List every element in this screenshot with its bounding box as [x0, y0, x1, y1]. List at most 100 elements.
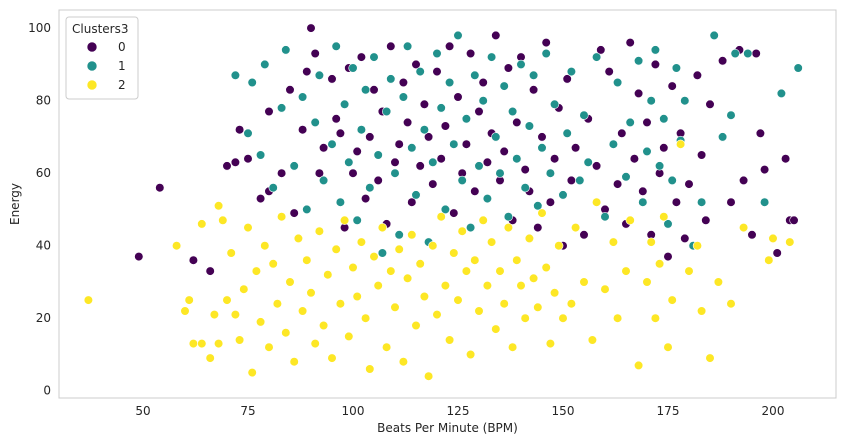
- data-point-cluster-2: [230, 310, 240, 320]
- data-point-cluster-1: [646, 96, 656, 106]
- data-point-cluster-2: [612, 313, 623, 323]
- data-point-cluster-2: [654, 259, 665, 269]
- data-point-cluster-0: [432, 66, 442, 77]
- data-point-cluster-2: [419, 291, 430, 302]
- data-point-cluster-1: [625, 117, 635, 127]
- data-point-cluster-0: [759, 165, 770, 175]
- data-point-cluster-0: [348, 168, 358, 178]
- data-point-cluster-1: [608, 139, 619, 149]
- data-point-cluster-2: [524, 233, 535, 243]
- data-point-cluster-0: [659, 143, 669, 153]
- data-point-cluster-2: [390, 302, 400, 312]
- data-point-cluster-0: [570, 143, 581, 153]
- data-point-cluster-2: [537, 208, 547, 218]
- data-point-cluster-2: [314, 226, 325, 236]
- data-point-cluster-1: [499, 81, 509, 91]
- data-point-cluster-2: [382, 342, 392, 352]
- data-point-cluster-2: [461, 266, 472, 276]
- data-point-cluster-2: [293, 233, 304, 243]
- data-point-cluster-1: [566, 66, 577, 77]
- data-point-cluster-0: [277, 168, 287, 178]
- data-point-cluster-0: [445, 41, 455, 51]
- data-point-cluster-2: [369, 252, 379, 262]
- data-point-cluster-1: [730, 48, 740, 59]
- data-point-cluster-2: [440, 281, 451, 291]
- data-point-cluster-1: [671, 63, 682, 73]
- data-point-cluster-1: [289, 161, 299, 171]
- data-point-cluster-0: [415, 161, 425, 171]
- data-point-cluster-1: [260, 59, 270, 70]
- y-tick-label: 60: [36, 166, 51, 180]
- data-point-cluster-0: [537, 132, 547, 142]
- data-point-cluster-2: [684, 266, 694, 276]
- data-point-cluster-1: [482, 194, 493, 204]
- data-point-cluster-1: [457, 175, 467, 185]
- data-point-cluster-2: [445, 335, 455, 345]
- data-point-cluster-0: [491, 30, 501, 41]
- data-point-cluster-1: [528, 70, 539, 80]
- data-point-cluster-2: [600, 284, 610, 294]
- data-point-cluster-2: [340, 215, 350, 225]
- data-point-cluster-0: [680, 233, 690, 243]
- data-point-cluster-2: [478, 215, 488, 225]
- data-point-cluster-2: [352, 291, 362, 302]
- data-point-cluster-2: [499, 299, 509, 309]
- points-layer: [83, 23, 803, 381]
- data-point-cluster-2: [197, 219, 207, 229]
- data-point-cluster-2: [541, 262, 551, 273]
- data-point-cluster-0: [365, 132, 375, 142]
- y-tick-label: 100: [28, 21, 51, 35]
- data-point-cluster-2: [428, 241, 438, 251]
- data-point-cluster-1: [436, 103, 446, 113]
- data-point-cluster-2: [667, 295, 677, 305]
- data-point-cluster-1: [487, 52, 497, 62]
- data-point-cluster-0: [726, 197, 736, 207]
- data-point-cluster-2: [726, 299, 736, 309]
- data-point-cluster-2: [411, 320, 421, 331]
- data-point-cluster-1: [541, 48, 551, 59]
- legend-frame: [65, 16, 139, 100]
- data-point-cluster-1: [310, 117, 320, 127]
- data-point-cluster-1: [600, 212, 610, 222]
- data-point-cluster-2: [188, 339, 198, 349]
- data-point-cluster-0: [612, 179, 623, 189]
- data-point-cluster-1: [659, 114, 669, 124]
- data-point-cluster-1: [256, 150, 266, 160]
- data-point-cluster-2: [675, 139, 686, 149]
- data-point-cluster-2: [659, 212, 669, 222]
- data-point-cluster-2: [361, 313, 371, 323]
- data-point-cluster-1: [696, 197, 707, 207]
- data-point-cluster-2: [696, 306, 707, 316]
- data-point-cluster-2: [251, 266, 261, 276]
- data-point-cluster-0: [256, 194, 266, 204]
- data-point-cluster-2: [533, 302, 543, 312]
- data-point-cluster-2: [545, 339, 556, 349]
- data-point-cluster-2: [272, 299, 283, 309]
- data-point-cluster-2: [205, 353, 215, 363]
- data-point-cluster-0: [755, 128, 766, 138]
- data-point-cluster-0: [386, 41, 396, 51]
- data-point-cluster-0: [327, 74, 337, 84]
- data-point-cluster-0: [230, 157, 240, 167]
- data-point-cluster-1: [365, 183, 375, 193]
- data-point-cluster-0: [466, 48, 476, 59]
- data-point-cluster-1: [512, 154, 522, 164]
- y-tick-label: 80: [36, 94, 51, 108]
- data-point-cluster-2: [646, 237, 656, 247]
- legend-label-1: 1: [118, 59, 126, 73]
- data-point-cluster-1: [461, 114, 472, 124]
- data-point-cluster-0: [205, 266, 215, 276]
- data-point-cluster-2: [214, 201, 224, 211]
- data-point-cluster-2: [83, 295, 93, 305]
- data-point-cluster-2: [256, 317, 266, 327]
- data-point-cluster-2: [285, 277, 295, 287]
- data-point-cluster-0: [319, 143, 329, 153]
- data-point-cluster-2: [310, 339, 320, 349]
- data-point-cluster-0: [566, 175, 577, 185]
- data-point-cluster-1: [743, 48, 753, 59]
- data-point-cluster-2: [302, 255, 312, 265]
- legend-marker-1: [86, 60, 98, 72]
- data-point-cluster-2: [344, 331, 354, 342]
- data-point-cluster-1: [327, 139, 337, 149]
- data-point-cluster-0: [373, 175, 383, 185]
